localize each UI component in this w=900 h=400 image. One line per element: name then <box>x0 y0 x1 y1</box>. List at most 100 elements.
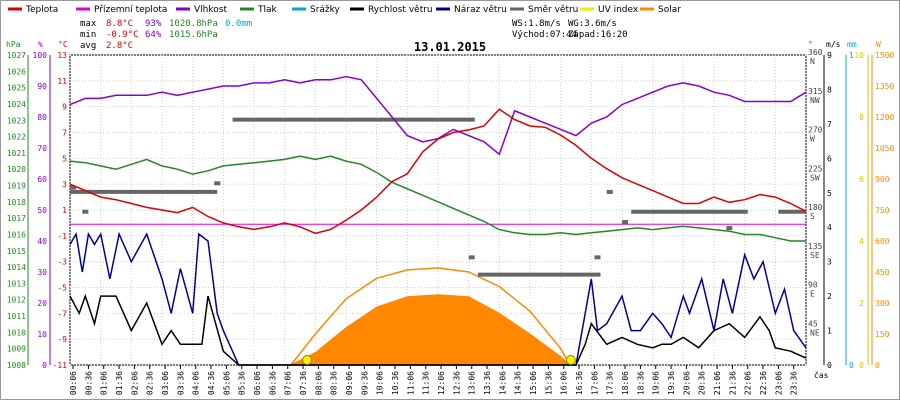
stat-max-hum: 93% <box>145 19 162 29</box>
tick-temperature: 3 <box>62 180 67 189</box>
tick-solar: 150 <box>875 330 890 339</box>
tick-direction-name: SW <box>810 173 820 182</box>
tick-temperature: -1 <box>57 232 67 241</box>
tick-solar: 1200 <box>875 113 894 122</box>
tick-direction-deg: 315 <box>808 87 823 96</box>
tick-direction-deg: 225 <box>808 164 823 173</box>
tick-pressure: 1016 <box>7 230 26 239</box>
x-tick-label: 18:36 <box>636 371 645 395</box>
x-tick-label: 04:06 <box>192 371 201 395</box>
tick-temperature: -5 <box>57 284 67 293</box>
x-tick-label: 15:06 <box>529 371 538 395</box>
x-tick-label: 11:36 <box>422 371 431 395</box>
wind-dir-point <box>214 181 221 186</box>
tick-pressure: 1019 <box>7 182 26 191</box>
wind-dir-point <box>468 255 475 260</box>
tick-pressure: 1024 <box>7 100 26 109</box>
tick-humidity: 20 <box>37 299 47 308</box>
tick-wind: 0 <box>827 361 832 370</box>
x-tick-label: 01:06 <box>100 371 109 395</box>
x-tick-label: 07:06 <box>284 371 293 395</box>
tick-solar: 450 <box>875 268 890 277</box>
tick-uv: 4 <box>859 237 864 246</box>
wind-dir-point <box>70 185 77 190</box>
tick-wind: 6 <box>827 154 832 163</box>
tick-pressure: 1017 <box>7 214 26 223</box>
tick-wind: 3 <box>827 258 832 267</box>
tick-wind: 4 <box>827 223 832 232</box>
tick-wind: 9 <box>827 51 832 60</box>
stat-wg: WG:3.6m/s <box>568 19 617 29</box>
tick-pressure: 1021 <box>7 149 26 158</box>
tick-temperature: -7 <box>57 309 67 318</box>
x-tick-label: 05:36 <box>238 371 247 395</box>
tick-wind: 7 <box>827 120 832 129</box>
wind-dir-point <box>726 226 733 231</box>
tick-uv: 6 <box>859 175 864 184</box>
x-tick-label: 10:36 <box>391 371 400 395</box>
tick-direction-name: E <box>810 290 815 299</box>
x-tick-label: 19:06 <box>652 371 661 395</box>
sun-marker-icon <box>565 355 576 365</box>
x-tick-label: 14:36 <box>514 371 523 395</box>
unit-solar: W <box>876 40 881 49</box>
x-tick-label: 19:36 <box>667 371 676 395</box>
stat-avg-label: avg <box>80 41 96 51</box>
tick-direction-deg: 360 <box>808 48 823 57</box>
stat-min-press: 1015.6hPa <box>169 30 218 40</box>
tick-direction-deg: 45 <box>808 319 818 328</box>
tick-uv: 8 <box>859 113 864 122</box>
tick-pressure: 1026 <box>7 67 26 76</box>
tick-solar: 1350 <box>875 82 894 91</box>
x-tick-label: 00:06 <box>69 371 78 395</box>
tick-pressure: 1015 <box>7 247 26 256</box>
tick-pressure: 1011 <box>7 312 26 321</box>
tick-wind: 8 <box>827 85 832 94</box>
temperature-line <box>69 108 807 235</box>
tick-temperature: 7 <box>62 129 67 138</box>
tick-uv: 10 <box>854 51 864 60</box>
tick-solar: 750 <box>875 206 890 215</box>
tick-wind: 2 <box>827 292 832 301</box>
tick-direction-deg: 180 <box>808 203 823 212</box>
x-tick-label: 20:06 <box>682 371 691 395</box>
x-tick-label: 06:06 <box>253 371 262 395</box>
x-tick-label: 03:06 <box>161 371 170 395</box>
tick-temperature: 13 <box>57 51 67 60</box>
legend: Teplota Přízemní teplota Vlhkost Tlak Srážky… <box>8 5 681 15</box>
tick-solar: 0 <box>875 361 880 370</box>
x-tick-label: 00:36 <box>84 371 93 395</box>
tick-direction-name: NW <box>810 96 820 105</box>
legend-label: Vlhkost <box>194 5 227 15</box>
tick-humidity: 100 <box>33 51 48 60</box>
stat-max-rain: 0.0mm <box>225 19 252 29</box>
x-tick-label: 17:36 <box>606 371 615 395</box>
stats-block: max 8.8°C 93% 1020.8hPa 0.0mm min -0.9°C… <box>80 19 628 51</box>
tick-temperature: 9 <box>62 103 67 112</box>
unit-humidity: % <box>38 40 43 49</box>
x-tick-label: 08:06 <box>314 371 323 395</box>
unit-pressure: hPa <box>6 40 21 49</box>
grid <box>69 54 807 366</box>
x-tick-label: 07:36 <box>299 371 308 395</box>
tick-solar: 300 <box>875 299 890 308</box>
wind-speed-line <box>69 293 807 366</box>
x-tick-label: 14:06 <box>498 371 507 395</box>
axes: 1027102610251024102310221021102010191018… <box>7 48 895 395</box>
stat-max-press: 1020.8hPa <box>169 19 218 29</box>
x-tick-label: 09:36 <box>360 371 369 395</box>
unit-direction: ° <box>808 40 813 49</box>
x-tick-label: 02:06 <box>130 371 139 395</box>
tick-pressure: 1018 <box>7 198 26 207</box>
tick-pressure: 1012 <box>7 296 26 305</box>
x-tick-label: 12:36 <box>452 371 461 395</box>
stat-min-temp: -0.9°C <box>106 30 139 40</box>
unit-temperature: °C <box>58 40 68 49</box>
x-tick-label: 12:06 <box>437 371 446 395</box>
unit-rain: mm <box>847 40 857 49</box>
tick-temperature: -3 <box>57 258 67 267</box>
legend-label: Rychlost větru <box>368 5 433 15</box>
tick-rain: 1 <box>849 51 854 60</box>
x-tick-label: 18:06 <box>621 371 630 395</box>
